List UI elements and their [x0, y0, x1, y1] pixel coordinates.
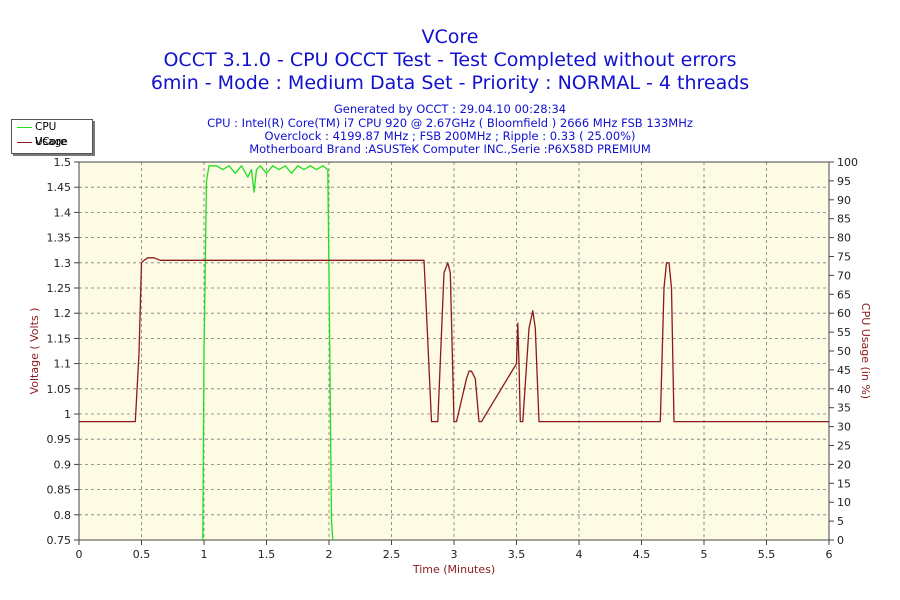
- y2-tick-label: 75: [837, 251, 851, 264]
- y2-tick-label: 70: [837, 269, 851, 282]
- y2-tick-label: 35: [837, 402, 851, 415]
- x-tick-label: 6: [826, 548, 833, 561]
- y2-tick-label: 85: [837, 213, 851, 226]
- y-tick-label: 0.85: [47, 484, 72, 497]
- x-axis-label: Time (Minutes): [412, 563, 495, 576]
- x-tick-label: 1: [201, 548, 208, 561]
- y-tick-label: 1.15: [47, 332, 72, 345]
- x-tick-label: 0.5: [133, 548, 151, 561]
- y-tick-label: 1.3: [54, 257, 72, 270]
- y-tick-label: 0.75: [47, 534, 72, 547]
- x-tick-label: 3: [451, 548, 458, 561]
- series-line-vcore: [79, 257, 829, 423]
- y-tick-label: 0.8: [54, 509, 72, 522]
- y2-tick-label: 100: [837, 156, 858, 169]
- y-tick-label: 1: [64, 408, 71, 421]
- overclock-info: Overclock : 4199.87 MHz ; FSB 200MHz ; R…: [264, 129, 636, 143]
- y2-tick-label: 0: [837, 534, 844, 547]
- chart-subtitle-1: OCCT 3.1.0 - CPU OCCT Test - Test Comple…: [163, 49, 737, 71]
- motherboard-info: Motherboard Brand :ASUSTeK Computer INC.…: [249, 142, 651, 156]
- y2-tick-label: 10: [837, 496, 851, 509]
- y2-tick-label: 25: [837, 440, 851, 453]
- y2-tick-label: 60: [837, 307, 851, 320]
- legend-label-cpu-usage: CPU Usage: [35, 121, 68, 148]
- y2-tick-label: 90: [837, 194, 851, 207]
- y2-tick-label: 15: [837, 477, 851, 490]
- chart-subtitle-2: 6min - Mode : Medium Data Set - Priority…: [150, 72, 750, 94]
- y2-tick-label: 65: [837, 288, 851, 301]
- x-tick-label: 2.5: [383, 548, 401, 561]
- y-axis-label: Voltage ( Volts ): [28, 308, 41, 395]
- y2-tick-label: 50: [837, 345, 851, 358]
- chart-legend: CPU Usage VCore: [11, 119, 93, 154]
- y2-axis-label: CPU Usage (in %): [859, 303, 872, 399]
- y-tick-label: 0.9: [54, 458, 72, 471]
- y2-tick-label: 95: [837, 175, 851, 188]
- series-line-cpu-usage: [202, 165, 334, 541]
- y2-tick-label: 5: [837, 515, 844, 528]
- x-tick-label: 2: [326, 548, 333, 561]
- cpu-info: CPU : Intel(R) Core(TM) i7 CPU 920 @ 2.6…: [207, 116, 693, 130]
- y2-tick-label: 80: [837, 232, 851, 245]
- x-tick-label: 0: [76, 548, 83, 561]
- legend-label-vcore: VCore: [35, 136, 67, 148]
- y-tick-label: 1.4: [54, 206, 72, 219]
- legend-item-vcore: VCore: [12, 135, 92, 150]
- y-tick-label: 1.5: [54, 156, 72, 169]
- y-tick-label: 1.45: [47, 181, 72, 194]
- y-tick-label: 1.05: [47, 383, 72, 396]
- x-tick-label: 4.5: [633, 548, 651, 561]
- x-tick-label: 5.5: [758, 548, 776, 561]
- legend-item-cpu-usage: CPU Usage: [12, 120, 92, 148]
- x-tick-label: 3.5: [508, 548, 526, 561]
- x-tick-label: 1.5: [258, 548, 276, 561]
- y2-tick-label: 20: [837, 458, 851, 471]
- y2-tick-label: 55: [837, 326, 851, 339]
- y-tick-label: 0.95: [47, 433, 72, 446]
- x-tick-label: 4: [576, 548, 583, 561]
- y2-tick-label: 30: [837, 421, 851, 434]
- y-tick-label: 1.1: [54, 358, 72, 371]
- y-tick-label: 1.2: [54, 307, 72, 320]
- legend-swatch-cpu-usage: [17, 127, 32, 128]
- legend-swatch-vcore: [17, 142, 32, 143]
- y2-tick-label: 45: [837, 364, 851, 377]
- x-tick-label: 5: [701, 548, 708, 561]
- generated-info: Generated by OCCT : 29.04.10 00:28:34: [333, 102, 567, 116]
- y-tick-label: 1.25: [47, 282, 72, 295]
- chart-title: VCore: [421, 26, 479, 48]
- y-tick-label: 1.35: [47, 232, 72, 245]
- y2-tick-label: 40: [837, 383, 851, 396]
